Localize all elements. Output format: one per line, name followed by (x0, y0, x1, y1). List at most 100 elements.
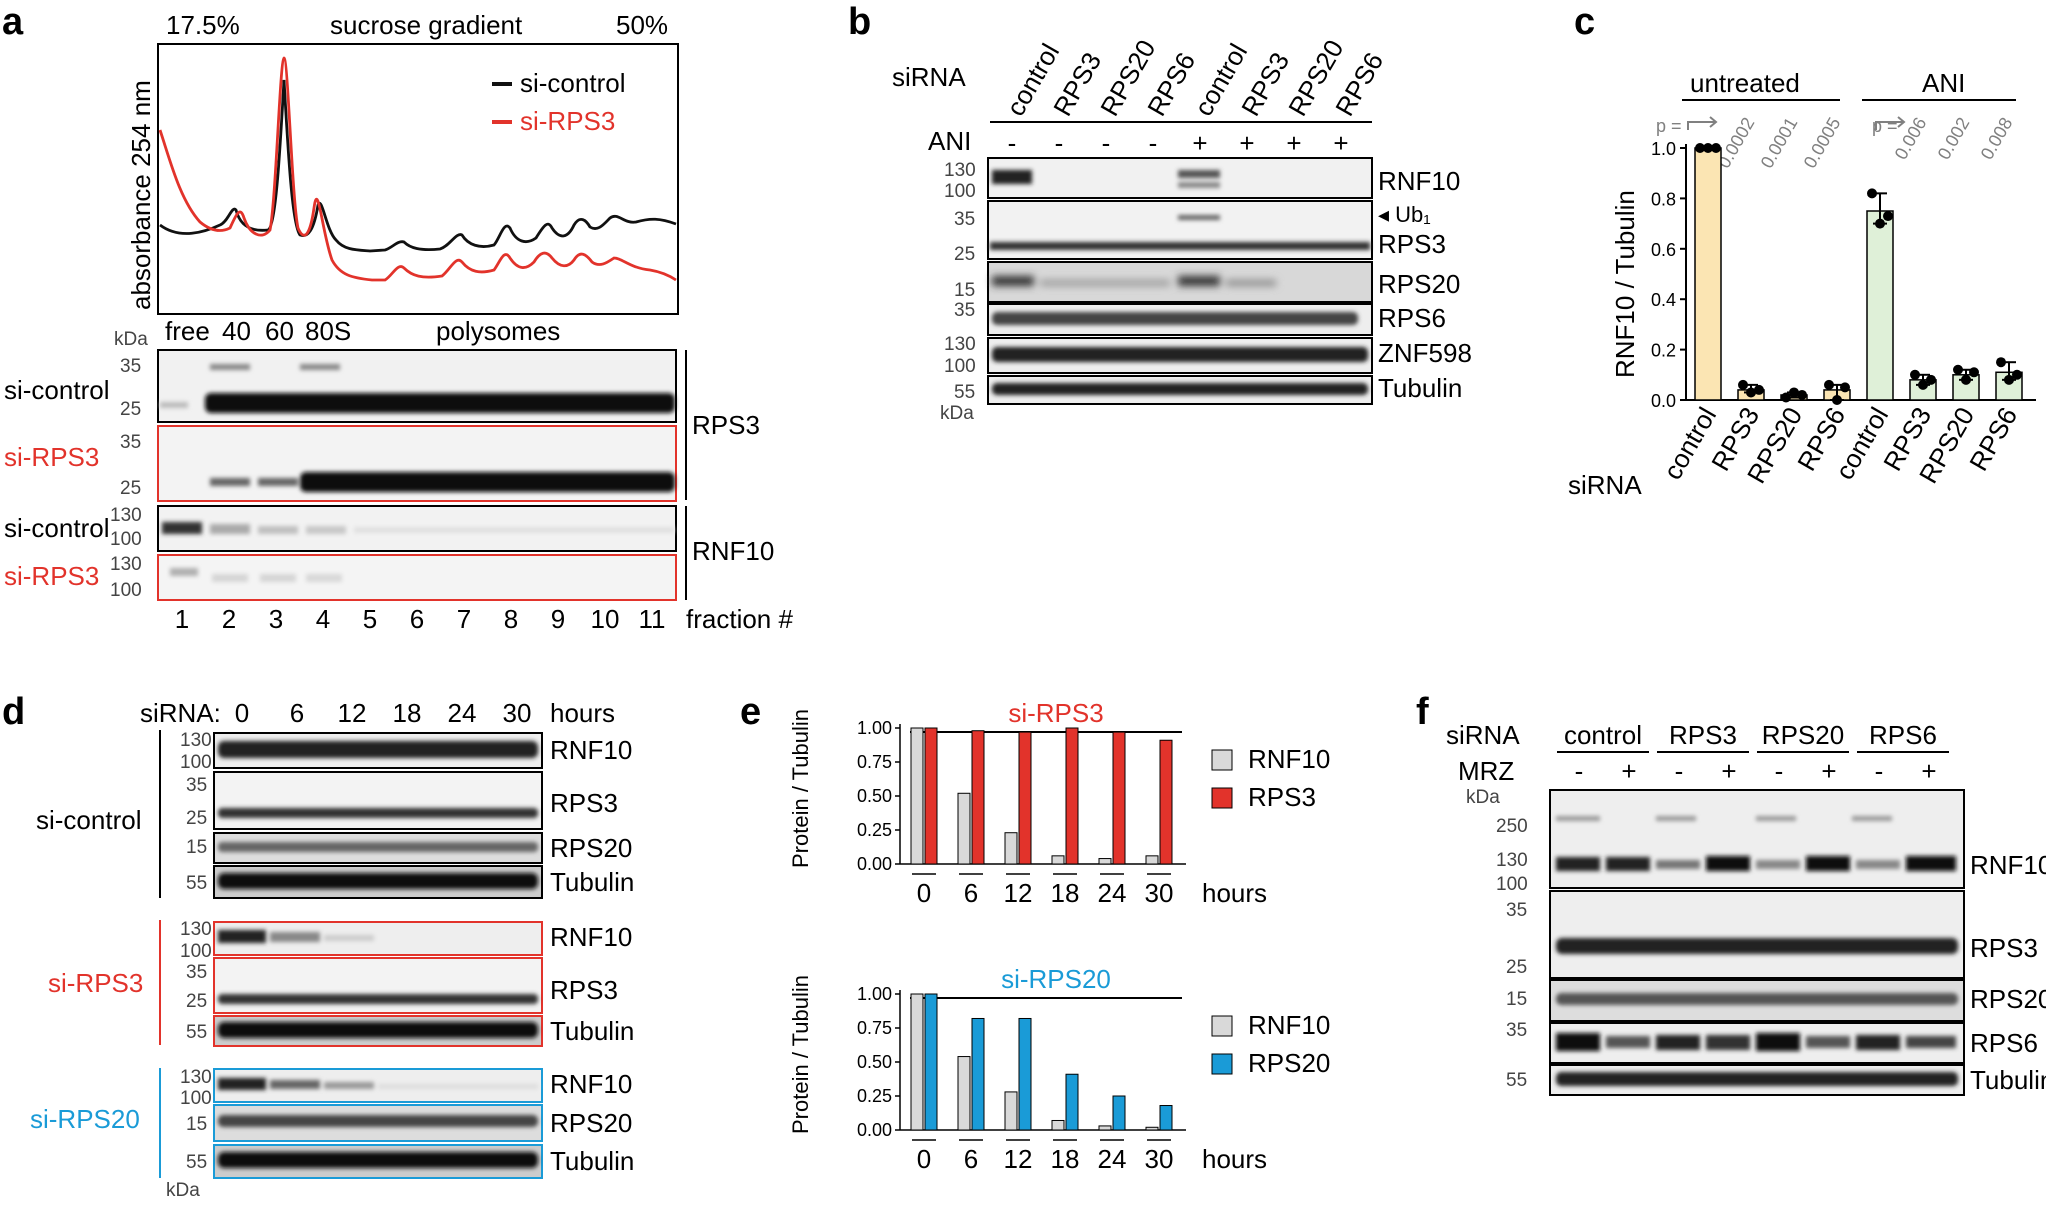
e-ylabel: Protein / Tubulin (788, 709, 813, 868)
c-data-point (2004, 374, 2014, 385)
c-data-point (1832, 395, 1842, 405)
fraction-number: 4 (316, 604, 330, 634)
f-group-label: RPS20 (1762, 720, 1844, 750)
e-chart-si-rps20: si-RPS20 Protein / Tubulin 0.00 0.25 0.50 0.7… (788, 964, 1330, 1174)
row-label-si-control-rps3: si-control (4, 375, 109, 405)
blot-a-rnf10-sirps3 (157, 554, 677, 601)
d-label-rps20-rps20: RPS20 (550, 1108, 632, 1138)
mw-35-a1: 35 (120, 356, 141, 377)
profile-ylabel: absorbance 254 nm (126, 80, 156, 310)
f-label-tubulin: Tubulin (1970, 1065, 2046, 1095)
b-label-rps6: RPS6 (1378, 303, 1446, 333)
c-data-point (1824, 379, 1834, 390)
b-mw-100: 100 (944, 181, 976, 202)
gradient-high-label: 50% (616, 10, 668, 40)
e-y-tick-label: 0.00 (857, 1120, 892, 1140)
c-data-point (1703, 143, 1713, 153)
si-rps3-profile-line (158, 56, 677, 282)
c-y-tick-label: 0.6 (1651, 240, 1676, 260)
peak-80s: 80S (305, 316, 351, 346)
panel-a: a 17.5% sucrose gradient 50% absorbance … (2, 1, 793, 634)
e-bar (924, 727, 938, 865)
f-mw-35a: 35 (1506, 900, 1527, 921)
e-legend-label: RNF10 (1248, 1010, 1330, 1040)
f-mrz-sign: + (1821, 756, 1836, 786)
c-data-point (1883, 211, 1893, 222)
f-kda-label: kDa (1466, 787, 1500, 808)
d-mw-55b: 55 (186, 1022, 207, 1043)
b-label-ub1: ◂ Ub₁ (1378, 202, 1431, 227)
e-bar (1004, 832, 1018, 865)
d-blot-control-rnf10 (213, 732, 543, 769)
d-mw-55c: 55 (186, 1152, 207, 1173)
d-blot-rps3-rps3 (213, 957, 543, 1014)
f-mrz-sign: + (1721, 756, 1736, 786)
d-mw-100c: 100 (180, 1088, 212, 1109)
e-category-label: 0 (917, 1144, 931, 1174)
d-blot-control-tubulin (213, 865, 543, 899)
f-sirna-label: siRNA (1446, 720, 1520, 750)
e-chart-title: si-RPS3 (1008, 698, 1103, 728)
e-y-tick-label: 0.00 (857, 854, 892, 874)
d-mw-130b: 130 (180, 919, 212, 940)
c-pvalue: 0.008 (1977, 114, 2017, 163)
d-blot-rps3-tubulin (213, 1015, 543, 1047)
c-data-point (1867, 188, 1877, 199)
e-xlabel: hours (1202, 1144, 1267, 1174)
c-data-point (1996, 357, 2006, 368)
e-y-tick-label: 0.75 (857, 752, 892, 772)
b-mw-15: 15 (954, 280, 975, 301)
mw-130-a2: 130 (110, 554, 142, 575)
mw-25-a1: 25 (120, 399, 141, 420)
panel-label-d: d (2, 691, 25, 733)
c-y-tick-label: 1.0 (1651, 139, 1676, 159)
blot-label-a-rnf10: RNF10 (692, 536, 774, 566)
c-y-tick-label: 0.0 (1651, 391, 1676, 411)
e-bar (910, 727, 924, 865)
e-y-tick-label: 1.00 (857, 984, 892, 1004)
c-p-arrow-2 (1875, 116, 1906, 130)
panel-d: d siRNA: 0 6 12 18 24 30 hours si-control si-… (2, 691, 634, 1201)
c-p-arrow-1 (1687, 116, 1718, 130)
b-sirna-label: siRNA (892, 62, 966, 92)
c-data-point (1918, 379, 1928, 390)
c-data-point (1789, 387, 1799, 398)
row-label-si-rps3-rnf10: si-RPS3 (4, 561, 99, 591)
mw-100-a1: 100 (110, 529, 142, 550)
d-hours-label: hours (550, 698, 615, 728)
b-mw-25: 25 (954, 244, 975, 265)
d-mw-15a: 15 (186, 837, 207, 858)
e-legend-label: RPS3 (1248, 782, 1316, 812)
mw-130-a1: 130 (110, 505, 142, 526)
d-mw-55a: 55 (186, 873, 207, 894)
kda-label-a: kDa (114, 329, 148, 350)
e-chart-si-rps3: si-RPS3 Protein / Tubulin 0.00 0.25 0.50 0.75… (788, 698, 1330, 908)
fraction-number: 2 (222, 604, 236, 634)
blot-b-rps20 (987, 261, 1373, 303)
c-y-tick-label: 0.2 (1651, 341, 1676, 361)
e-category-label: 18 (1051, 1144, 1080, 1174)
c-pvalue: 0.002 (1934, 114, 1974, 163)
d-blot-rps20-tubulin (213, 1144, 543, 1179)
d-label-control-tubulin: Tubulin (550, 867, 634, 897)
d-blot-rps3-rnf10 (213, 921, 543, 956)
c-data-point (1961, 374, 1971, 385)
b-mw-100b: 100 (944, 356, 976, 377)
d-mw-100a: 100 (180, 752, 212, 773)
d-mw-35a: 35 (186, 775, 207, 796)
f-mrz-sign: + (1621, 756, 1636, 786)
e-bar (1098, 1125, 1112, 1131)
fraction-number: 7 (457, 604, 471, 634)
d-mw-100b: 100 (180, 941, 212, 962)
f-group-labels: control RPS3 RPS20 RPS6 (1557, 720, 1949, 753)
f-label-rps3: RPS3 (1970, 933, 2038, 963)
c-data-point (1840, 382, 1850, 393)
d-label-rps20-rnf10: RNF10 (550, 1069, 632, 1099)
c-data-point (1781, 392, 1791, 403)
e-category-label: 12 (1004, 878, 1033, 908)
b-ani-sign: - (1008, 128, 1017, 158)
fraction-number: 10 (591, 604, 620, 634)
blot-b-rps6 (987, 303, 1373, 336)
